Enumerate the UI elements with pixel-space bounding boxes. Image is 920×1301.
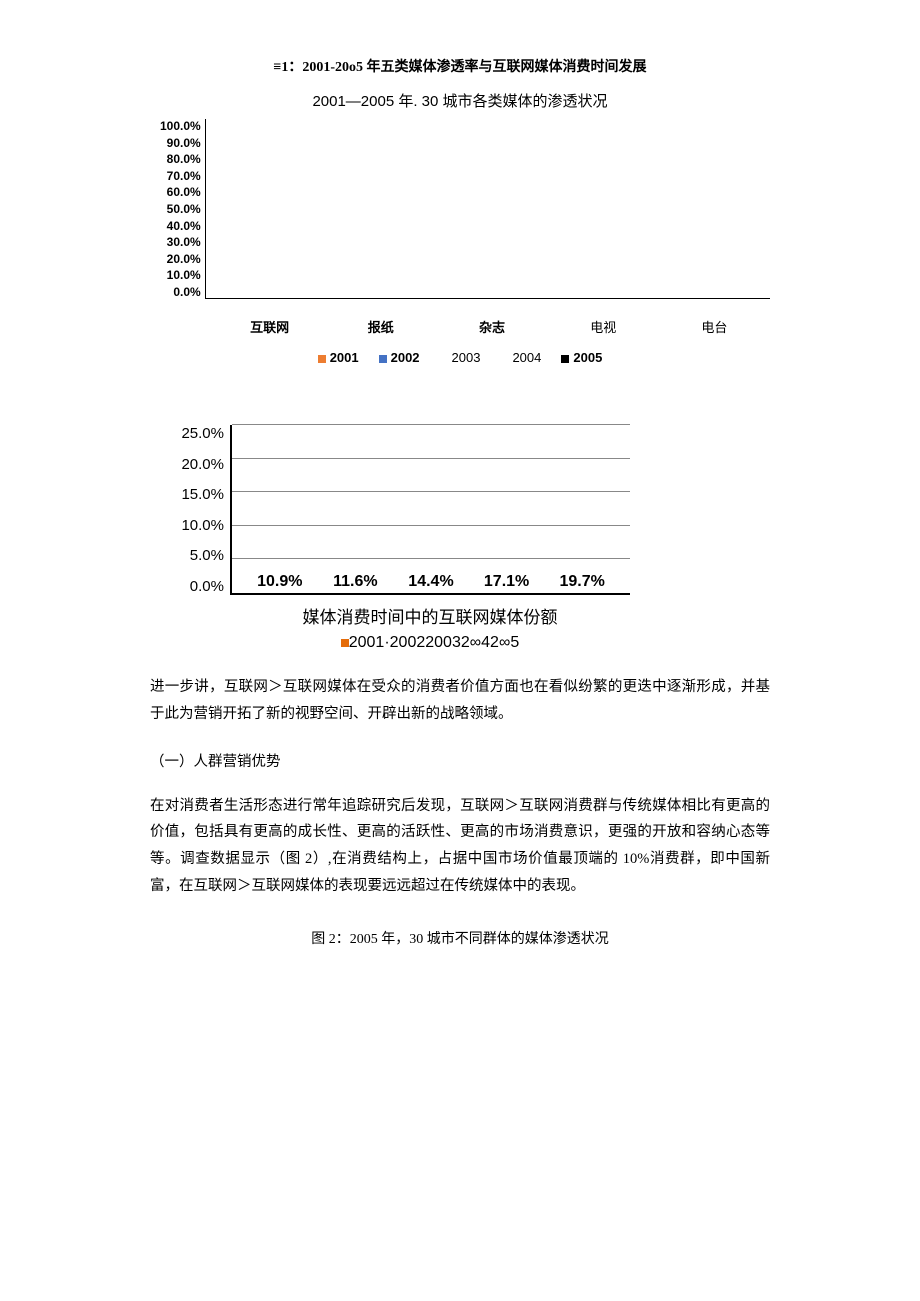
chart2-internet-share: 25.0%20.0%15.0%10.0%5.0%0.0% 10.9%11.6%1… [170,425,770,652]
legend-swatch-icon [318,355,326,363]
chart1-xcategory: 互联网 [214,317,325,336]
figure1-caption: ≡1：2001-20o5 年五类媒体渗透率与互联网媒体消费时间发展 [150,56,770,76]
chart2-legend-text: 2001·200220032∞42∞5 [349,634,520,651]
chart1-ytick: 30.0% [167,235,201,249]
chart2-gridline [232,458,630,459]
legend-swatch-icon [379,355,387,363]
chart2-ytick: 25.0% [181,425,224,442]
chart1-ytick: 70.0% [167,169,201,183]
legend-swatch-icon [341,639,349,647]
figure2-caption: 图 2：2005 年，30 城市不同群体的媒体渗透状况 [150,928,770,948]
chart1-legend-item: 2001 [318,350,359,365]
chart2-bar-slot: 17.1% [469,573,545,593]
chart2-ytick: 15.0% [181,486,224,503]
chart1-ytick: 80.0% [167,152,201,166]
chart2-gridline [232,525,630,526]
chart1-ytick: 50.0% [167,202,201,216]
chart1-xcategory: 电台 [659,317,770,336]
chart1-legend-item: 2004 [500,350,541,365]
chart1-ytick: 100.0% [160,119,201,133]
chart1-ytick: 0.0% [173,285,200,299]
chart2-bar-slot: 11.6% [318,573,394,593]
chart2-plot-area: 10.9% 11.6% 14.4% 17.1% 19.7% [230,425,630,595]
chart1-legend-label: 2002 [391,350,420,365]
chart1-legend-item: 2005 [561,350,602,365]
chart1-xcategory: 杂志 [436,317,547,336]
chart1-legend: 2001 2002 2003 2004 2005 [150,350,770,365]
chart1-xcategory: 报纸 [325,317,436,336]
chart2-bar-slot: 19.7% [544,573,620,593]
chart1-yaxis: 100.0% 90.0% 80.0% 70.0% 60.0% 50.0% 40.0% 30.0… [160,119,205,299]
legend-swatch-icon [561,355,569,363]
chart2-gridline [232,424,630,425]
chart1-xaxis: 互联网报纸杂志电视电台 [214,317,770,336]
chart1-legend-label: 2001 [330,350,359,365]
chart2-ytick: 10.0% [181,517,224,534]
chart2-bar-label: 11.6% [333,573,377,591]
chart1-xcategory: 电视 [548,317,659,336]
chart1-ytick: 10.0% [167,268,201,282]
legend-swatch-icon [440,355,448,363]
chart1-legend-label: 2005 [573,350,602,365]
section-1-heading: （一）人群营销优势 [150,750,770,771]
chart1-legend-item: 2002 [379,350,420,365]
chart2-bar-label: 19.7% [559,573,604,591]
chart1-ytick: 20.0% [167,252,201,266]
chart2-ytick: 0.0% [190,578,224,595]
chart2-bar-label: 14.4% [408,573,453,591]
paragraph-1: 进一步讲，互联网＞互联网媒体在受众的消费者价值方面也在看似纷繁的更迭中逐渐形成，… [150,674,770,728]
chart1-ytick: 40.0% [167,219,201,233]
chart2-gridline [232,491,630,492]
chart1-plot-area [205,119,770,299]
chart1-penetration: 100.0% 90.0% 80.0% 70.0% 60.0% 50.0% 40.0% 30.0… [160,119,770,299]
chart2-title: 媒体消费时间中的互联网媒体份额 [230,603,630,628]
chart2-bar-label: 10.9% [257,573,302,591]
chart2-bar-slot: 10.9% [242,573,318,593]
paragraph-2: 在对消费者生活形态进行常年追踪研究后发现，互联网＞互联网消费群与传统媒体相比有更… [150,793,770,900]
chart1-ytick: 90.0% [167,136,201,150]
chart2-legend: 2001·200220032∞42∞5 [230,634,630,652]
chart2-bar-label: 17.1% [484,573,529,591]
chart2-ytick: 20.0% [181,456,224,473]
legend-swatch-icon [500,355,508,363]
chart2-yaxis: 25.0% 20.0% 15.0% 10.0% 5.0% 0.0% [170,425,230,595]
chart2-bar-slot: 14.4% [393,573,469,593]
chart1-legend-item: 2003 [440,350,481,365]
chart2-gridline [232,558,630,559]
chart1-title: 2001—2005 年. 30 城市各类媒体的渗透状况 [150,90,770,111]
chart2-ytick: 5.0% [190,547,224,564]
chart1-legend-label: 2003 [452,350,481,365]
chart1-legend-label: 2004 [512,350,541,365]
chart1-ytick: 60.0% [167,185,201,199]
